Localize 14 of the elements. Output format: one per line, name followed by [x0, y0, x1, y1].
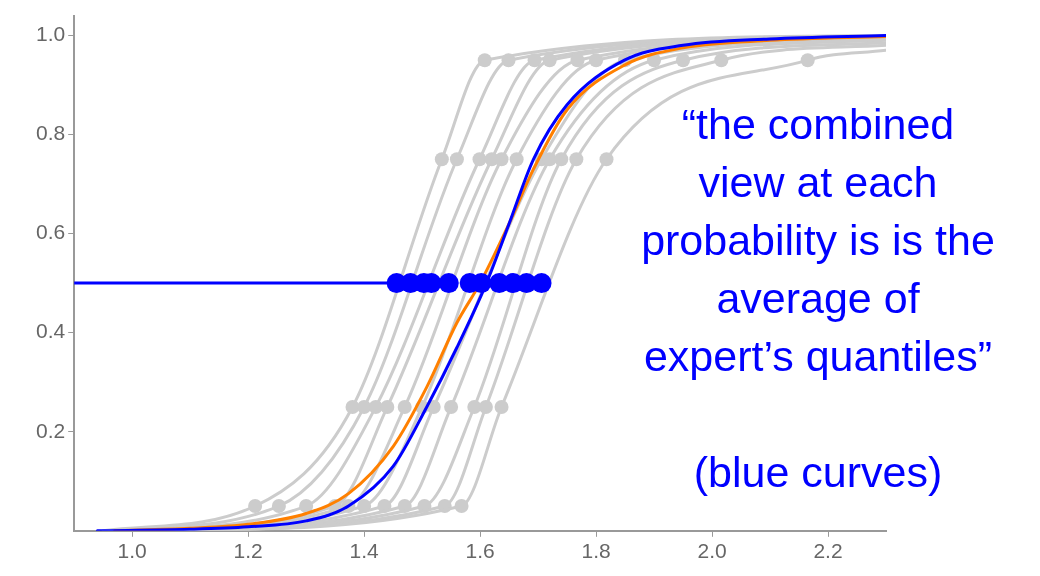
x-tick-label: 1.6 [465, 539, 495, 563]
x-tick-label: 1.4 [349, 539, 380, 563]
x-tick-label: 2.0 [697, 539, 727, 563]
y-tick-label: 0.4 [35, 319, 66, 343]
x-tick-label: 1.2 [233, 539, 263, 563]
y-tick-label: 0.6 [35, 220, 66, 244]
y-tick-label: 0.8 [35, 121, 66, 145]
x-tick-label: 1.0 [117, 539, 147, 563]
annotation: (blue curves) [692, 447, 944, 498]
y-tick-label: 1.0 [35, 22, 66, 46]
x-tick-label: 1.8 [581, 539, 611, 563]
annotation: “the combined view at each probability is is the average of expert’s quantiles” [641, 99, 995, 382]
y-tick-label: 0.2 [35, 418, 66, 442]
x-tick-label: 2.2 [813, 539, 843, 563]
